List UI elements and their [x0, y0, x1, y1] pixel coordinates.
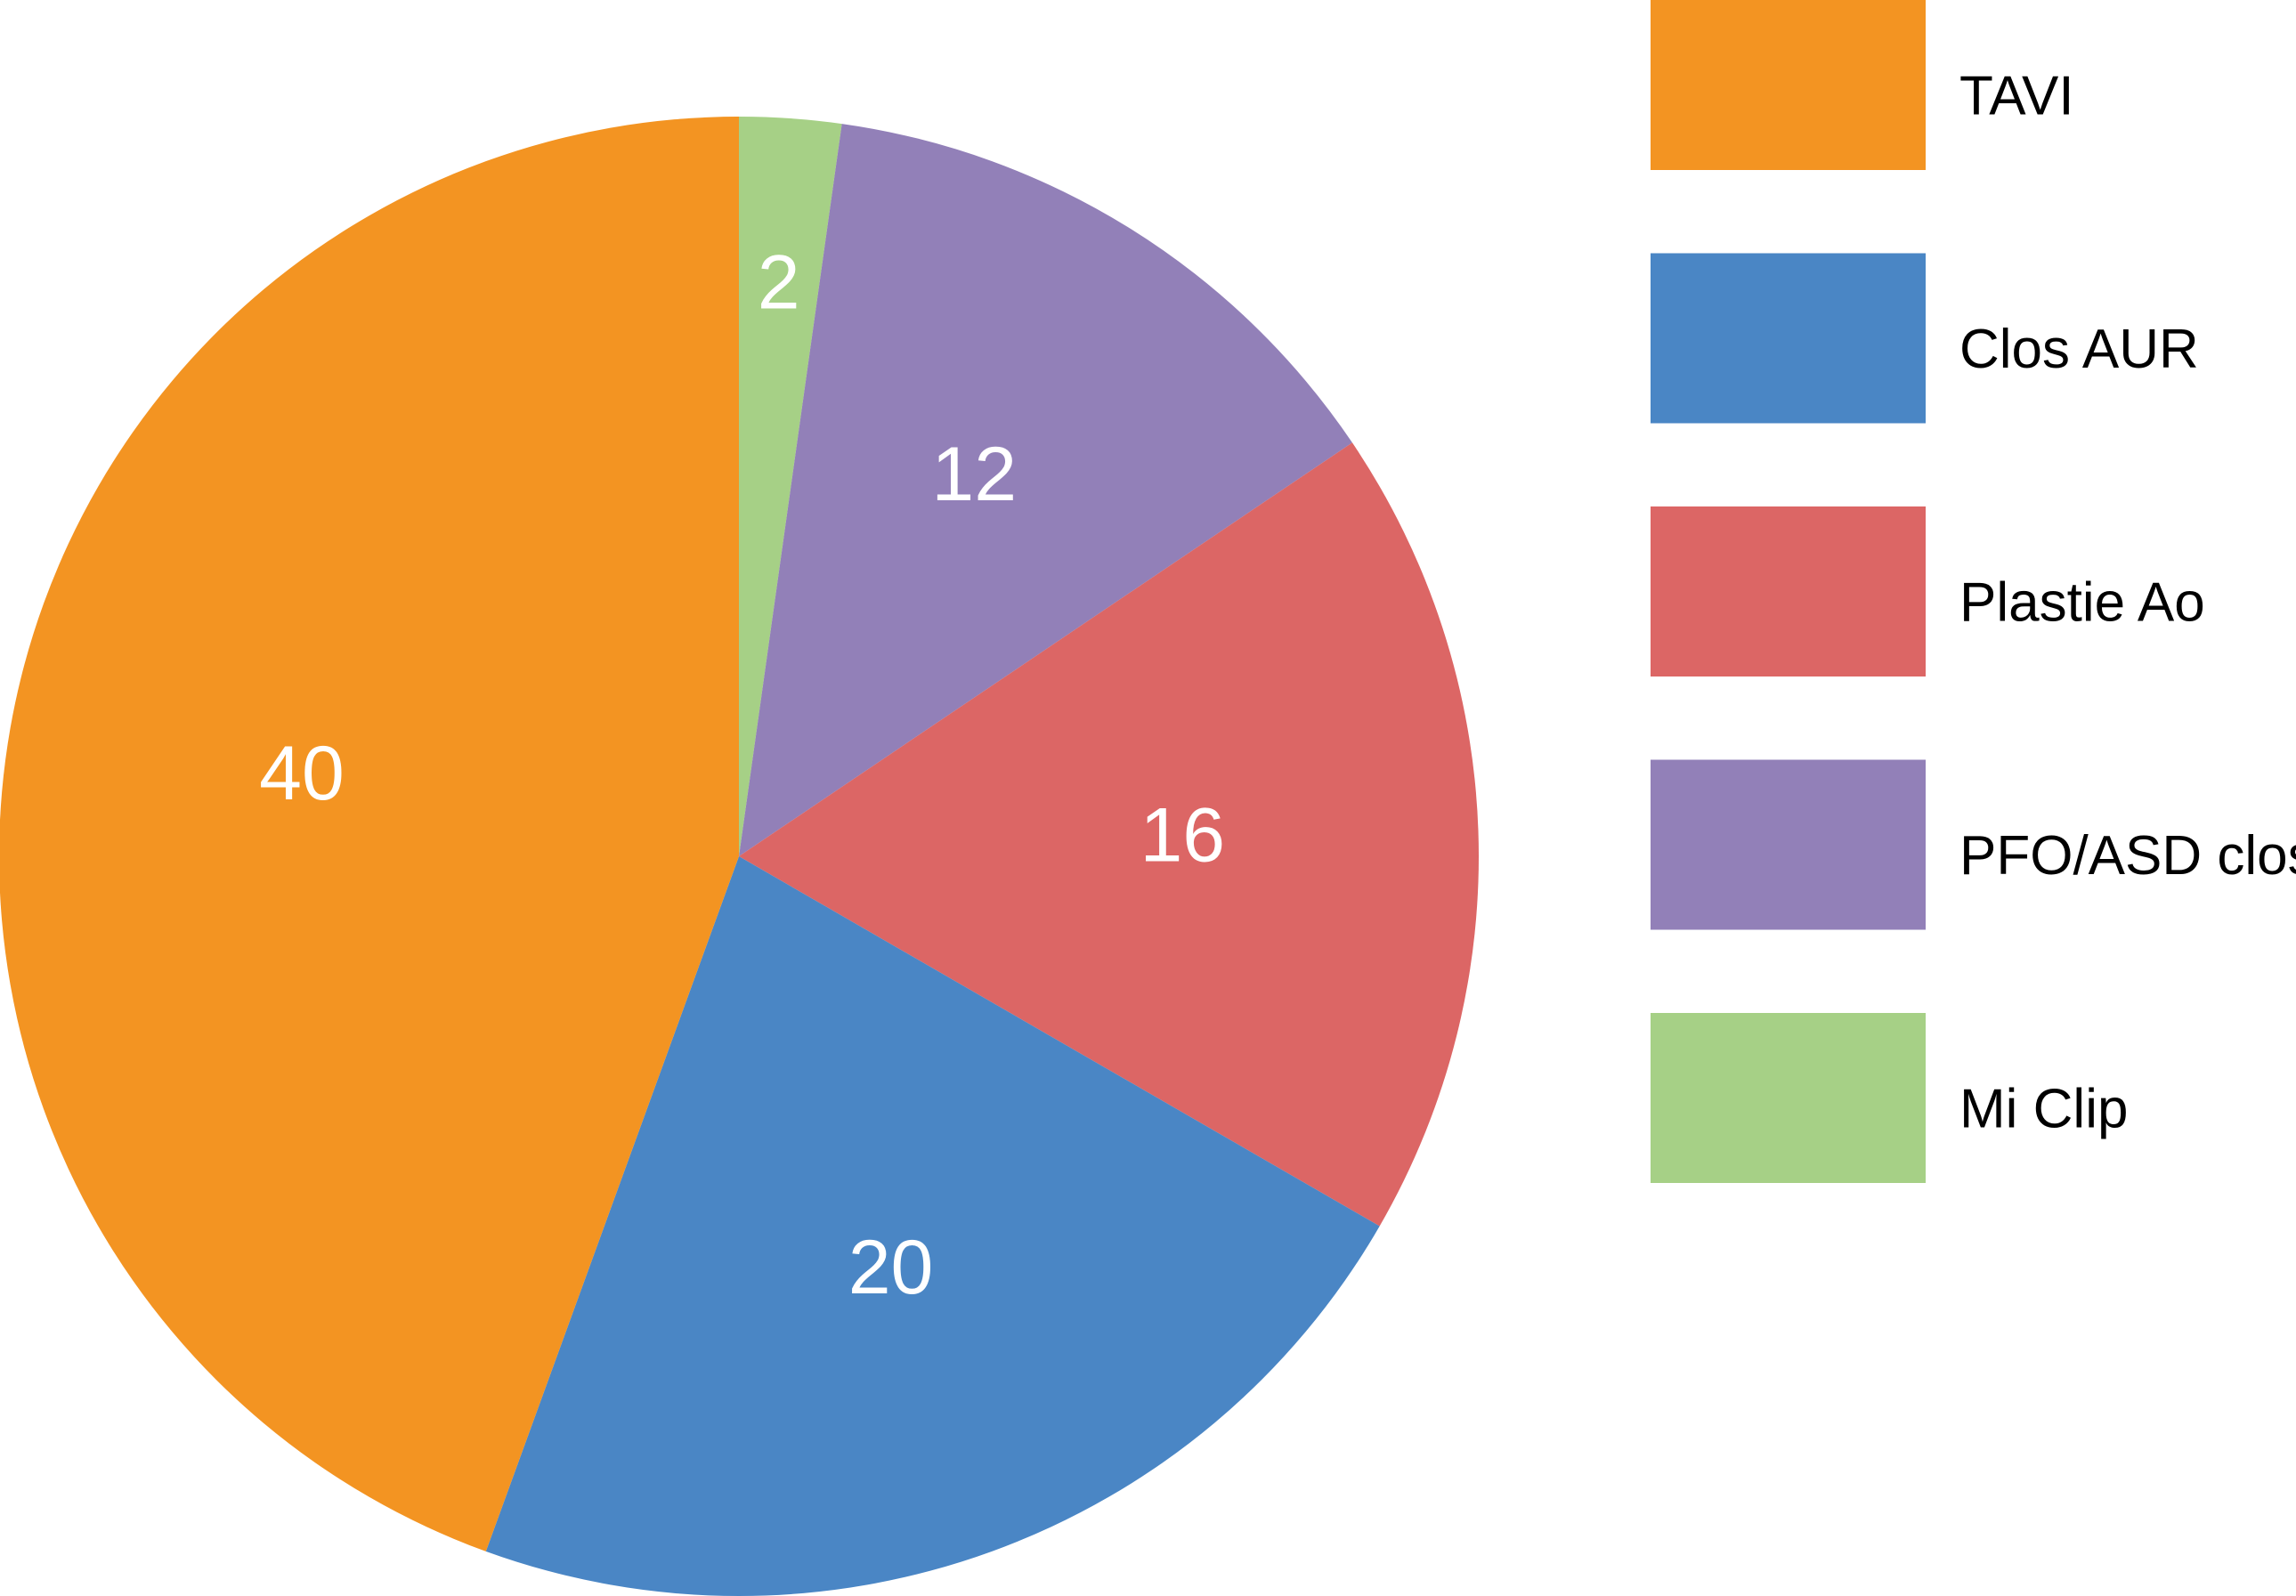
pie-slice — [485, 856, 1380, 1596]
pie-slice — [739, 124, 1352, 857]
legend-swatch — [1651, 506, 1926, 676]
value-label: 20 — [848, 1225, 934, 1310]
legend-label: TAVI — [1959, 65, 2074, 126]
legend-swatch — [1651, 253, 1926, 424]
legend-label: Plastie Ao — [1959, 571, 2205, 633]
value-label: 40 — [259, 731, 345, 816]
legend-swatch — [1651, 0, 1926, 170]
value-label: 2 — [758, 239, 800, 325]
legend-label: PFO/ASD clos — [1959, 825, 2296, 887]
legend-swatch — [1651, 1013, 1926, 1183]
pie-slice — [739, 442, 1479, 1227]
legend-swatch — [1651, 759, 1926, 930]
value-label: 12 — [931, 432, 1017, 517]
legend-label: Clos AUR — [1959, 319, 2199, 380]
pie-slice — [739, 117, 842, 856]
legend-label: Mi Clip — [1959, 1078, 2128, 1139]
value-label: 16 — [1140, 792, 1225, 878]
pie-slice — [0, 117, 739, 1551]
